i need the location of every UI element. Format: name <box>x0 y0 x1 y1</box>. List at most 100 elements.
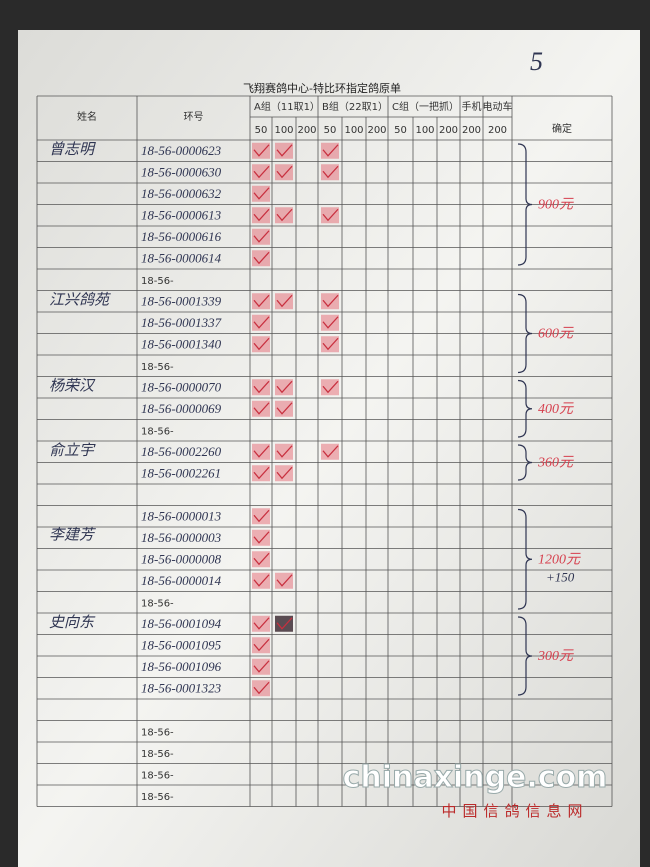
ring-number: 18-56- <box>141 771 174 782</box>
check-mark <box>253 552 270 566</box>
check-box <box>252 228 270 245</box>
check-mark <box>322 380 339 394</box>
check-mark <box>253 165 270 179</box>
check-mark <box>253 230 270 243</box>
brace <box>517 293 533 374</box>
check-mark <box>276 617 293 630</box>
check-box <box>252 658 270 675</box>
total-amount: 300元 <box>537 649 574 664</box>
check-box <box>252 680 270 697</box>
total-amount: 360元 <box>537 456 574 471</box>
check-mark <box>276 144 293 157</box>
ring-number: 18-56-0002261 <box>141 466 221 481</box>
check-box <box>275 572 293 589</box>
check-mark <box>253 531 270 544</box>
col-label: 50 <box>394 125 407 136</box>
group-label: A组（11取1） <box>254 100 320 113</box>
owner-name: 杨荣汉 <box>49 378 96 395</box>
check-mark <box>253 681 270 695</box>
check-mark <box>322 144 339 157</box>
ring-number: 18-56-0001323 <box>141 681 222 696</box>
col-label: 50 <box>255 125 268 136</box>
check-mark <box>276 165 293 179</box>
header-phone: 手机 <box>462 100 482 113</box>
ring-number: 18-56-0000613 <box>141 208 222 223</box>
owner-name: 史向东 <box>49 614 96 631</box>
check-mark <box>253 294 270 308</box>
ring-number: 18-56-0000008 <box>141 552 222 567</box>
check-mark <box>253 208 270 222</box>
check-box <box>252 314 270 331</box>
col-label: 200 <box>367 125 386 136</box>
page-number: 5 <box>530 47 543 76</box>
total-amount: 900元 <box>538 198 574 213</box>
ring-number: 18-56-0001340 <box>141 337 222 352</box>
check-mark <box>253 466 270 480</box>
group-label: B组（22取1） <box>322 100 388 113</box>
check-mark <box>322 316 339 329</box>
brace <box>517 508 533 610</box>
form-title: 飞翔赛鸽中心-特比环指定鸽原单 <box>243 81 401 95</box>
check-mark <box>322 165 339 179</box>
owner-name: 俞立宇 <box>49 442 96 459</box>
check-box <box>275 207 293 224</box>
check-box <box>252 465 270 482</box>
check-box <box>252 336 270 353</box>
check-mark <box>322 337 339 351</box>
col-label: 200 <box>462 125 481 136</box>
col-label: 200 <box>297 125 316 136</box>
check-mark <box>253 617 270 630</box>
check-box <box>321 314 339 331</box>
ring-number: 18-56-0000003 <box>141 530 222 545</box>
check-box <box>321 142 339 159</box>
check-mark <box>276 402 293 415</box>
check-box <box>275 293 293 310</box>
check-box <box>252 637 270 654</box>
brace <box>517 143 533 266</box>
header-ring: 环号 <box>184 111 204 123</box>
check-mark <box>276 208 293 222</box>
check-box <box>252 164 270 181</box>
ring-number: 18-56-0001094 <box>141 616 222 631</box>
ring-number: 18-56-0002260 <box>141 444 222 459</box>
total-amount: 1200元 <box>538 552 581 567</box>
owner-name: 江兴鸽苑 <box>49 292 111 309</box>
paper <box>18 30 640 867</box>
total-extra: +150 <box>546 569 575 584</box>
check-box <box>252 185 270 202</box>
check-mark <box>253 380 270 394</box>
check-box <box>275 615 293 632</box>
header-ebike: 电动车 <box>483 100 513 113</box>
check-mark <box>253 251 270 265</box>
ring-number: 18-56-0000623 <box>141 143 222 158</box>
check-box <box>321 207 339 224</box>
ring-number: 18-56-0000069 <box>141 401 222 416</box>
total-amount: 400元 <box>538 402 574 417</box>
check-box <box>275 465 293 482</box>
ring-number: 18-56-0001339 <box>141 294 222 309</box>
check-box <box>252 142 270 159</box>
check-mark <box>276 380 293 394</box>
check-mark <box>253 509 270 523</box>
check-box <box>275 164 293 181</box>
owner-name: 曾志明 <box>49 141 96 158</box>
ring-number: 18-56- <box>141 276 174 287</box>
header-confirm: 确定 <box>552 122 572 135</box>
check-box <box>252 508 270 525</box>
check-mark <box>276 574 293 587</box>
ring-number: 18-56- <box>141 749 174 760</box>
ring-number: 18-56- <box>141 728 174 739</box>
check-mark <box>253 402 270 415</box>
ring-number: 18-56- <box>141 427 174 438</box>
check-box <box>275 379 293 396</box>
col-label: 100 <box>415 125 434 136</box>
ring-number: 18-56- <box>141 792 174 803</box>
check-mark <box>276 294 293 308</box>
ring-number: 18-56-0000013 <box>141 509 222 524</box>
check-box <box>321 164 339 181</box>
check-mark <box>253 574 270 587</box>
check-box <box>321 293 339 310</box>
owner-name: 李建芳 <box>49 527 96 544</box>
